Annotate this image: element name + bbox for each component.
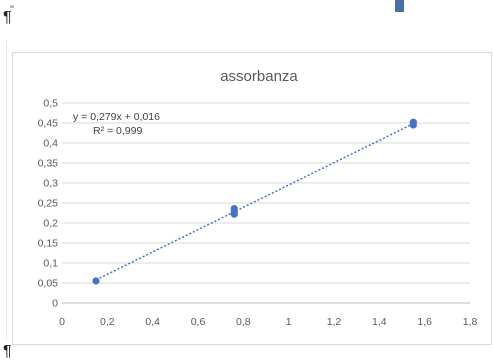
y-tick-label: 0,05: [38, 278, 59, 290]
paragraph-mark: ¶: [3, 9, 12, 26]
x-tick-label: 0,4: [145, 316, 160, 328]
x-tick-label: 1: [286, 316, 292, 328]
y-tick-label: 0: [52, 298, 58, 310]
y-axis-tick-labels: 0 0,05 0,1 0,15 0,2 0,25 0,3 0,35 0,4 0,45 0,5: [38, 98, 59, 310]
data-point: [92, 277, 100, 285]
x-tick-label: 0,8: [236, 316, 251, 328]
trendline-r-squared: R² = 0,999: [93, 125, 142, 137]
x-axis-tick-labels: 0 0,2 0,4 0,6 0,8 1 1,2 1,4 1,6 1,8: [59, 316, 477, 328]
document-margin-ruler: [0, 40, 7, 340]
data-point: [409, 118, 417, 126]
y-tick-label: 0,35: [38, 158, 59, 170]
y-tick-label: 0,4: [43, 138, 58, 150]
y-tick-label: 0,15: [38, 238, 59, 250]
x-tick-label: 0,6: [191, 316, 206, 328]
x-tick-label: 1,8: [463, 316, 478, 328]
x-tick-label: 1,6: [417, 316, 432, 328]
scatter-chart: assorbanza 0 0,05 0,1 0,15 0,2 0,25 0,3 0,35 0,4…: [38, 68, 478, 328]
cursor-marker: [395, 0, 404, 12]
trendline-line: [95, 122, 414, 281]
chart-area[interactable]: assorbanza 0 0,05 0,1 0,15 0,2 0,25 0,3 0,35 0,4…: [12, 52, 492, 345]
x-tick-label: 0,2: [100, 316, 115, 328]
x-tick-label: 1,2: [327, 316, 342, 328]
data-points: [92, 118, 417, 285]
y-tick-label: 0,45: [38, 118, 59, 130]
y-tick-label: 0,25: [38, 198, 59, 210]
y-tick-label: 0,2: [43, 218, 58, 230]
trendline: [95, 122, 414, 281]
y-tick-label: 0,5: [43, 98, 58, 110]
trendline-equation: y = 0,279x + 0,016: [73, 111, 160, 123]
data-point: [230, 205, 238, 213]
paragraph-mark-bottom: ¶: [3, 343, 12, 360]
x-tick-label: 0: [59, 316, 65, 328]
y-tick-label: 0,3: [43, 178, 58, 190]
x-tick-label: 1,4: [372, 316, 387, 328]
chart-title: assorbanza: [220, 68, 298, 85]
quote-mark: ": [10, 4, 14, 16]
y-tick-label: 0,1: [43, 258, 58, 270]
